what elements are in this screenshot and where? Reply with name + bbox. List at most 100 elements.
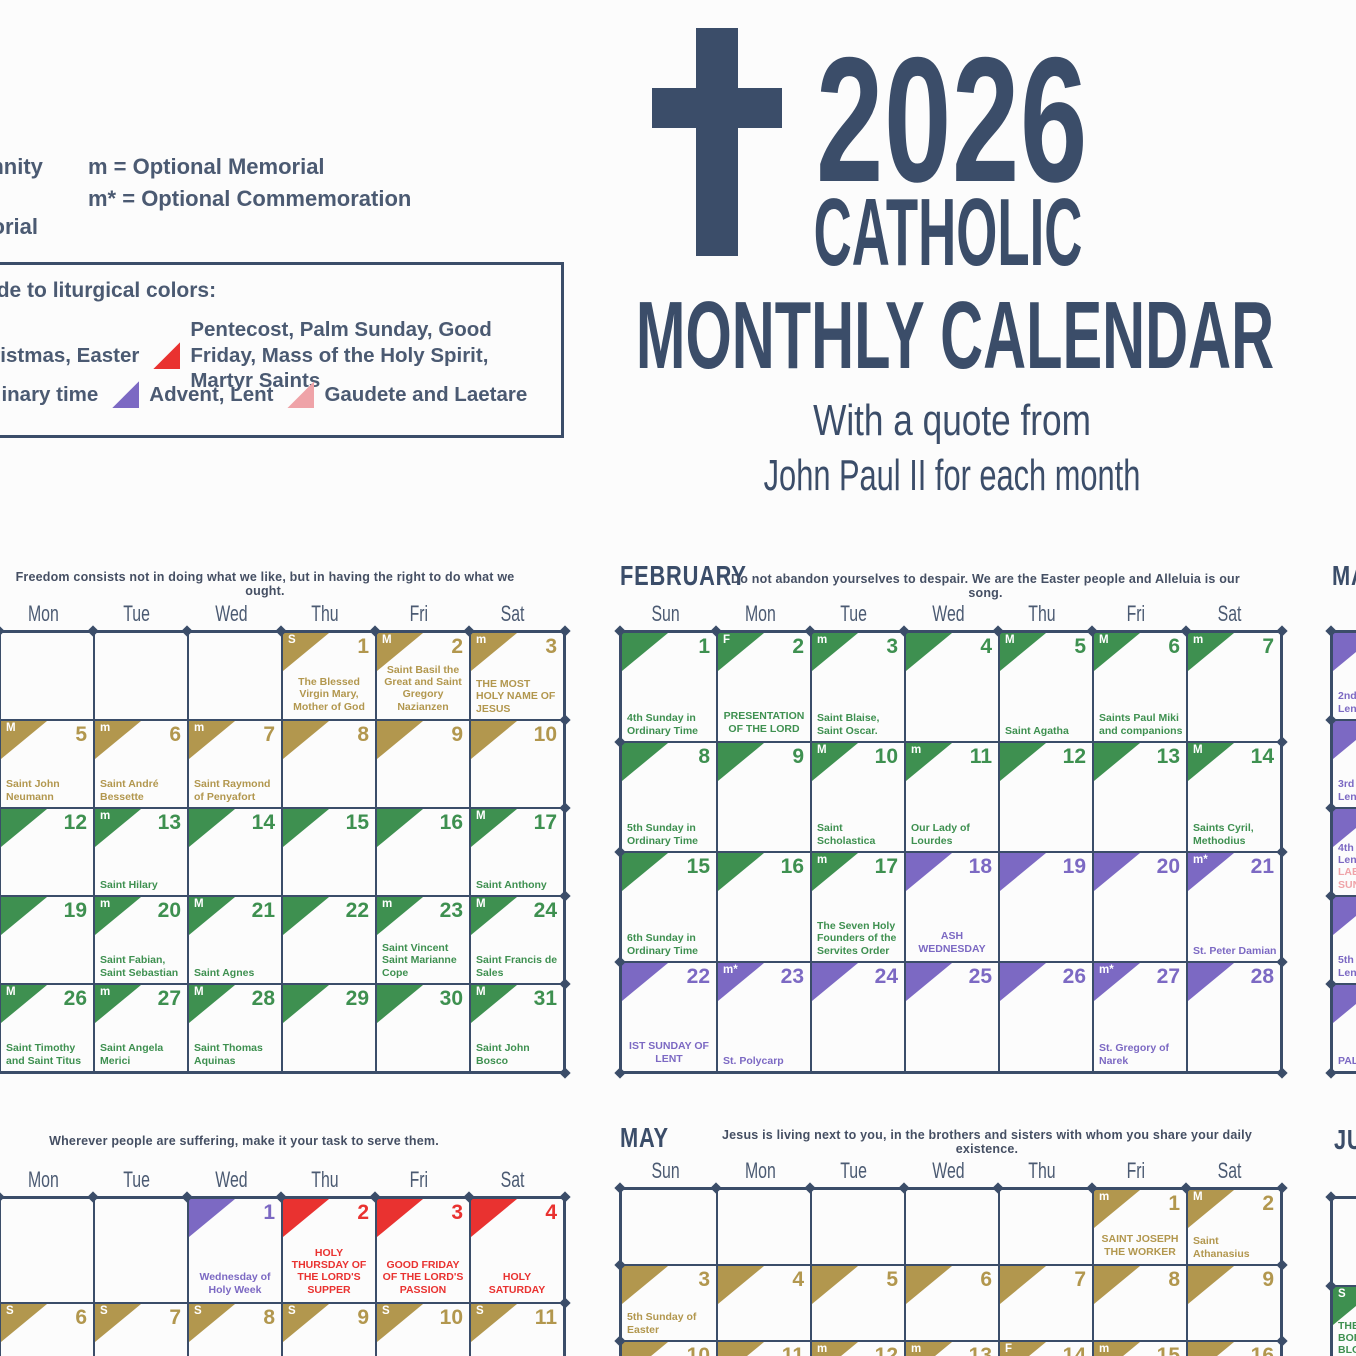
rank-marker: S — [476, 1305, 484, 1317]
cross-icon — [696, 28, 738, 256]
day-cell-january-9: 9 — [375, 721, 469, 807]
day-cell-february-16: 16 — [716, 853, 810, 961]
day-cell-february-10: M 10 Saint Scholastica — [810, 743, 904, 851]
date-number: 8 — [263, 1306, 275, 1329]
day-header-fri: Fri — [1089, 602, 1183, 626]
date-number: 16 — [439, 811, 463, 834]
rank-marker: F — [723, 634, 731, 646]
rank-marker: m — [911, 1343, 922, 1355]
liturgical-color-triangle — [1094, 853, 1140, 891]
date-number: 20 — [157, 899, 181, 922]
date-number: 1 — [698, 635, 710, 658]
date-number: 11 — [969, 745, 992, 768]
date-number: 22 — [345, 899, 369, 922]
day-cell-january-2: M 2 Saint Basil the Great and Saint Gregor… — [375, 633, 469, 719]
day-cell-may-5: 5 — [810, 1266, 904, 1340]
rank-marker: m — [1099, 1191, 1110, 1203]
day-cell-january-29: 29 — [281, 985, 375, 1071]
rank-marker: m — [100, 810, 111, 822]
date-number: 26 — [63, 987, 87, 1010]
date-number: 13 — [968, 1344, 992, 1356]
day-celebration-text: 4th Sunday in Ordinary Time — [627, 712, 698, 737]
liturgical-color-triangle — [1094, 1266, 1140, 1304]
liturgical-color-triangle — [471, 1199, 517, 1237]
day-celebration-text: Wednesday of Holy Week — [199, 1271, 271, 1296]
day-cell-empty — [93, 1199, 187, 1302]
date-number: 1 — [357, 635, 369, 658]
liturgical-color-triangle — [1333, 633, 1356, 671]
date-number: 2 — [792, 635, 804, 658]
day-celebration-text: St. Peter Damian — [1193, 944, 1277, 957]
day-celebration-text: THE MOST HOLY NAME OF JESUS — [476, 677, 556, 715]
day-cell-may-4: 4 — [716, 1266, 810, 1340]
legend-label: Christmas, Easter — [0, 343, 140, 367]
legend-label: Gaudete and Laetare — [324, 382, 528, 406]
day-cell-may-6: 6 — [904, 1266, 998, 1340]
day-celebration-text: 5th Sunday of Easter — [627, 1311, 697, 1336]
day-cell-april-3: 3 GOOD FRIDAY OF THE LORD'S PASSION — [375, 1199, 469, 1302]
month-quote-january: Freedom consists not in doing what we li… — [15, 570, 515, 598]
day-header-fri: Fri — [1089, 1159, 1183, 1183]
week-row: 3rd Sunday of Lent — [1333, 719, 1356, 807]
day-celebration-text: Saint Fabian, Saint Sebastian — [100, 954, 179, 979]
day-cell-february-19: 19 — [998, 853, 1092, 961]
liturgical-color-triangle — [906, 633, 952, 671]
day-celebration-text: Saint Vincent Saint Marianne Cope — [382, 941, 457, 979]
date-number: 8 — [1168, 1268, 1180, 1291]
date-number: 15 — [686, 855, 710, 878]
day-header-label: Tue — [840, 1158, 868, 1183]
day-cell-april-1: 1 Wednesday of Holy Week — [187, 1199, 281, 1302]
day-celebration-subtext: LAETARE SUNDAY — [1338, 866, 1356, 891]
date-number: 25 — [968, 965, 992, 988]
day-cell-february-6: M 6 Saints Paul Miki and companions — [1092, 633, 1186, 741]
day-cell-february-22: 22 IST SUNDAY OF LENT — [622, 963, 716, 1071]
date-number: 11 — [781, 1344, 804, 1356]
day-cell-january-6: m 6 Saint André Bessette — [93, 721, 187, 807]
legend-marker-memorial: M = Memorial — [0, 214, 38, 239]
cross-icon — [652, 88, 782, 128]
date-number: 15 — [1156, 1344, 1180, 1356]
day-header-label: Sat — [501, 1167, 525, 1192]
date-number: 12 — [1062, 745, 1086, 768]
week-row: 15 6th Sunday in Ordinary Time 16 m 17 The Se… — [622, 851, 1280, 961]
date-number: 19 — [63, 899, 87, 922]
liturgical-color-triangle — [906, 853, 952, 891]
day-header-mon: Mon — [0, 1168, 90, 1192]
week-row: m 1 SAINT JOSEPH THE WORKER M 2 Saint Athanas… — [622, 1190, 1280, 1264]
month-grid: 2nd Sunday of Lent 3rd Sunday of Lent 4th … — [1330, 630, 1356, 1074]
date-number: 8 — [357, 723, 369, 746]
liturgical-color-triangle — [1, 809, 47, 847]
month-name-february: FEBRUARY — [620, 560, 747, 591]
legend-marker-solemnity: S = Solemnity — [0, 154, 43, 179]
day-celebration-text: 6th Sunday in Ordinary Time — [627, 932, 698, 957]
day-celebration-text: The Blessed Virgin Mary, Mother of God — [293, 675, 365, 713]
date-number: 7 — [169, 1306, 181, 1329]
day-header-label: Thu — [311, 1167, 339, 1192]
rank-marker: m — [1099, 1343, 1110, 1355]
rank-marker: m — [911, 744, 922, 756]
day-cell-empty: 5th Sunday of Lent — [1333, 897, 1356, 983]
day-cell-january-3: m 3 THE MOST HOLY NAME OF JESUS — [469, 633, 563, 719]
week-row: 3 5th Sunday of Easter 4 5 6 7 8 9 — [622, 1264, 1280, 1340]
rank-marker: M — [194, 898, 204, 910]
liturgical-color-triangle — [283, 721, 329, 759]
date-number: 14 — [1250, 745, 1274, 768]
day-cell-april-4: 4 HOLY SATURDAY — [469, 1199, 563, 1302]
day-header-tue: Tue — [90, 1168, 184, 1192]
day-header-label: Tue — [123, 601, 151, 626]
liturgical-color-triangle — [1000, 1266, 1046, 1304]
liturgical-color-triangle — [189, 1199, 235, 1237]
day-cell-april-10: S 10 — [375, 1304, 469, 1356]
month-grid: S 1 The Blessed Virgin Mary, Mother of God… — [0, 630, 566, 1074]
liturgical-color-triangle — [622, 853, 668, 891]
day-cell-february-11: m 11 Our Lady of Lourdes — [904, 743, 998, 851]
day-header-sat: Sat — [466, 602, 560, 626]
rank-marker: m — [382, 898, 393, 910]
date-number: 17 — [533, 811, 557, 834]
date-number: 12 — [63, 811, 87, 834]
day-header-label: Wed — [214, 1167, 248, 1192]
